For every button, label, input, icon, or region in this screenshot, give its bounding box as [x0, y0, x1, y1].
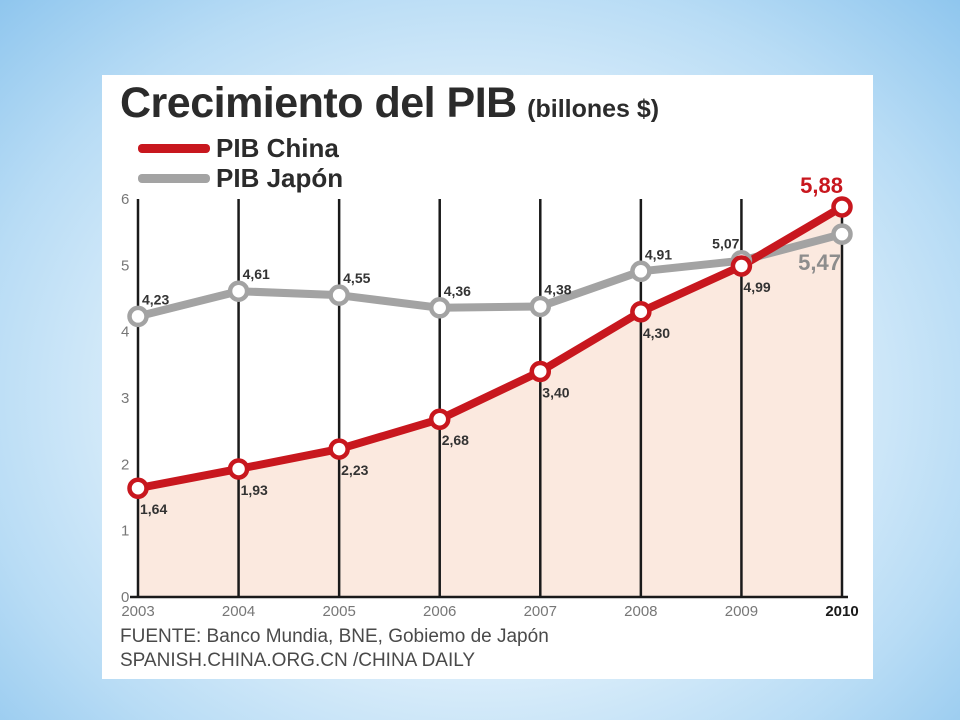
chart-panel: Crecimiento del PIB (billones $) PIB Chi…	[102, 75, 873, 679]
japan-point-2008	[630, 260, 652, 283]
china-label-2008: 4,30	[643, 325, 670, 341]
japan-label-2009: 5,07	[712, 236, 739, 252]
china-label-2009: 4,99	[743, 279, 770, 295]
y-tick-label-5: 5	[121, 257, 129, 274]
japan-point-2005	[328, 284, 350, 306]
japan-point-2003	[127, 305, 149, 328]
china-label-2004: 1,93	[241, 482, 268, 498]
japan-point-2007	[529, 295, 552, 318]
china-point-2010	[831, 196, 853, 218]
china-label-2003: 1,64	[140, 501, 167, 517]
china-point-2005	[328, 438, 350, 460]
x-tick-label-2009: 2009	[725, 603, 758, 620]
y-tick-label-6: 6	[121, 191, 129, 208]
legend-label-japan: PIB Japón	[216, 163, 344, 193]
chart-title: Crecimiento del PIB (billones $)	[120, 79, 659, 128]
china-point-2008	[630, 301, 652, 323]
y-tick-label-2: 2	[121, 456, 129, 473]
japan-label-2004: 4,61	[243, 266, 270, 282]
china-point-2004	[227, 458, 250, 480]
source-line-2: SPANISH.CHINA.ORG.CN /CHINA DAILY	[120, 650, 476, 671]
x-tick-label-2006: 2006	[423, 603, 456, 620]
china-label-2006: 2,68	[442, 432, 469, 448]
y-tick-label-4: 4	[121, 324, 129, 341]
japan-label-2006: 4,36	[444, 283, 471, 299]
japan-point-2006	[428, 297, 451, 319]
japan-label-2005: 4,55	[343, 270, 370, 286]
x-tick-label-2004: 2004	[222, 603, 255, 620]
china-label-2010: 5,88	[800, 173, 843, 198]
china-point-2009	[730, 255, 753, 277]
x-tick-label-2008: 2008	[624, 603, 657, 620]
china-point-2003	[127, 477, 149, 499]
title-text: Crecimiento del PIB	[120, 79, 517, 127]
y-tick-label-0: 0	[121, 589, 129, 606]
japan-label-2007: 4,38	[544, 281, 571, 297]
source-line-1: FUENTE: Banco Mundia, BNE, Gobiemo de Ja…	[120, 626, 549, 647]
legend-swatch-china	[138, 144, 210, 153]
china-label-2005: 2,23	[341, 462, 368, 478]
china-point-2007	[529, 360, 552, 383]
china-series-line	[134, 202, 846, 493]
x-tick-label-2010: 2010	[825, 603, 858, 620]
x-tick-label-2003: 2003	[121, 603, 154, 620]
china-point-2006	[428, 408, 451, 430]
x-tick-label-2007: 2007	[524, 603, 557, 620]
legend-swatch-japan	[138, 174, 210, 183]
japan-point-2004	[227, 280, 250, 302]
unit-text: (billones $)	[527, 95, 660, 123]
japan-label-2008: 4,91	[645, 246, 672, 262]
legend-label-china: PIB China	[216, 133, 339, 163]
y-tick-label-1: 1	[121, 523, 129, 540]
japan-label-2003: 4,23	[142, 291, 169, 307]
japan-label-2010: 5,47	[798, 250, 841, 275]
x-tick-label-2005: 2005	[322, 603, 355, 620]
japan-point-2010	[831, 223, 853, 245]
line-chart: 0 1 2 3 4 5 6 2003 2004 2005 2006 2007 2008 2009 2010 4…	[121, 173, 859, 620]
japan-series-line	[134, 230, 846, 321]
y-tick-label-3: 3	[121, 390, 129, 407]
china-label-2007: 3,40	[542, 384, 569, 400]
